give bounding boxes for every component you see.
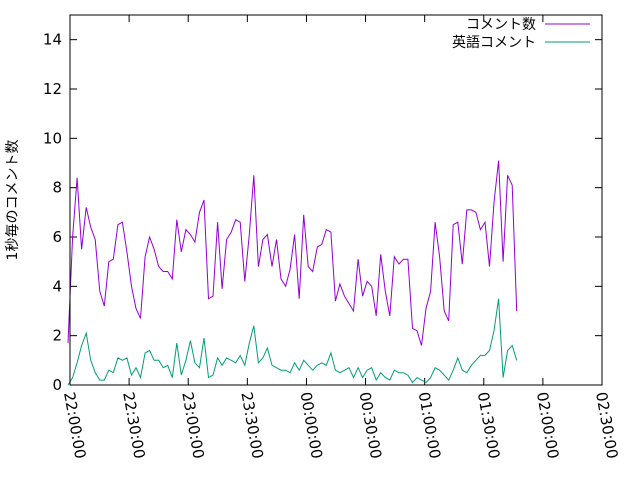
x-tick-label: 22:00:00 <box>60 391 89 460</box>
y-tick-label: 8 <box>52 179 62 197</box>
x-tick-label: 00:00:00 <box>297 391 326 460</box>
x-axis-ticks: 22:00:00 22:30:00 23:00:00 23:30:00 00:00:00… <box>60 15 621 460</box>
x-tick-label: 22:30:00 <box>119 391 148 460</box>
y-tick-label: 4 <box>52 277 62 295</box>
series-layer <box>67 160 518 386</box>
y-tick-label: 6 <box>52 228 62 246</box>
x-tick-label: 01:30:00 <box>474 391 503 460</box>
x-tick-label: 23:00:00 <box>178 391 207 460</box>
y-tick-label: 10 <box>43 129 62 147</box>
y-axis-label: 1秒毎のコメント数 <box>5 140 21 261</box>
x-tick-label: 00:30:00 <box>356 391 385 460</box>
y-tick-label: 14 <box>43 31 62 49</box>
y-tick-label: 0 <box>52 376 62 394</box>
series-line-1 <box>67 298 518 386</box>
y-tick-label: 12 <box>43 80 62 98</box>
x-tick-label: 02:00:00 <box>533 391 562 460</box>
legend-label-1: 英語コメント <box>452 34 536 51</box>
y-axis-ticks: 0 2 4 6 8 10 12 14 <box>43 31 602 394</box>
x-tick-label: 23:30:00 <box>237 391 266 460</box>
x-tick-label: 02:30:00 <box>592 391 621 460</box>
legend-label-0: コメント数 <box>466 17 536 33</box>
x-tick-label: 01:00:00 <box>415 391 444 460</box>
series-line-0 <box>67 160 518 346</box>
y-tick-label: 2 <box>52 327 62 345</box>
plot-frame <box>69 14 603 386</box>
